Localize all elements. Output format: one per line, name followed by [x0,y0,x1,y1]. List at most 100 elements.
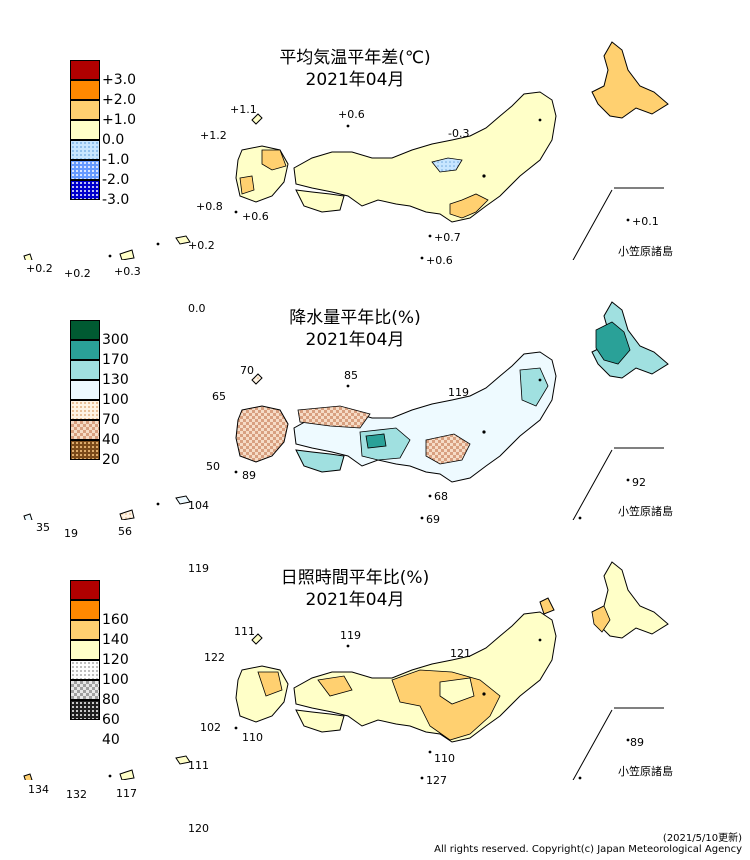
legend-swatch [70,60,100,80]
sunshine-date: 2021年04月 [305,590,405,610]
legend-tick: 60 [102,712,120,728]
legend-tick: +3.0 [102,72,136,88]
station-value: 89 [630,736,644,749]
station-value: 134 [28,783,49,796]
legend-tick: 140 [102,632,129,648]
station-value: 127 [426,774,447,787]
station-value: +1.1 [230,103,257,116]
shikoku [295,449,345,473]
legend-tick: 160 [102,612,129,628]
shikoku [295,189,345,213]
legend-swatch [70,100,100,120]
island-dots [108,118,630,260]
precipitation-map [23,301,669,520]
station-value: 119 [340,629,361,642]
precipitation-panel: 降水量平年比(%) 2021年04月 300 170 130 100 70 40… [0,260,750,540]
hokkaido [591,41,669,119]
legend-swatch [70,640,100,660]
temperature-title: 平均気温平年差(℃) [279,48,431,68]
island-dots [108,638,630,780]
station-value: 85 [344,369,358,382]
station-value: 70 [240,364,254,377]
legend-swatch [70,660,100,680]
station-value: 35 [36,521,50,534]
legend-tick: 0.0 [102,132,125,148]
copyright: All rights reserved. Copyright(c) Japan … [434,844,742,855]
legend-swatch [70,680,100,700]
station-value: 121 [450,647,471,660]
station-value: 50 [206,460,220,473]
sunshine-panel: 日照時間平年比(%) 2021年04月 160 140 120 100 80 6… [0,520,750,801]
legend-tick: 70 [102,412,120,428]
legend-swatch [70,400,100,420]
kyushu [235,405,289,463]
station-value: +0.2 [26,262,53,275]
legend-swatch [70,700,100,720]
legend-tick: 130 [102,372,129,388]
station-value: 117 [116,787,137,800]
station-value: 56 [118,525,132,538]
station-value: 120 [188,822,209,835]
station-value: 92 [632,476,646,489]
station-value: 132 [66,788,87,801]
precipitation-date: 2021年04月 [305,330,405,350]
legend-swatch [70,140,100,160]
station-value: 102 [200,721,221,734]
honshu [293,351,557,483]
station-value: 111 [234,625,255,638]
station-value: 19 [64,527,78,540]
station-value: +0.6 [338,108,365,121]
legend-swatch [70,120,100,140]
station-value: 119 [448,386,469,399]
temperature-date: 2021年04月 [305,70,405,90]
legend-swatch [70,620,100,640]
station-value: 111 [188,759,209,772]
station-value: 65 [212,390,226,403]
station-value: 122 [204,651,225,664]
legend-swatch [70,340,100,360]
legend-swatch [70,580,100,600]
ogasawara-inset-line [572,707,664,780]
station-value: 104 [188,499,209,512]
station-value: 0.0 [188,302,206,315]
station-value: +0.2 [64,267,91,280]
legend-tick: 40 [102,432,120,448]
legend-swatch [70,440,100,460]
ogasawara-label: 小笠原諸島 [618,245,673,258]
station-value: 110 [242,731,263,744]
legend-tick: 40 [102,732,120,748]
legend-tick: 20 [102,452,120,468]
legend-tick: +1.0 [102,112,136,128]
hokkaido [591,561,669,639]
legend-swatch [70,360,100,380]
station-value: +0.6 [426,254,453,267]
sunshine-map [23,561,669,780]
station-value: +0.3 [114,265,141,278]
shikoku [295,709,345,733]
legend-swatch [70,380,100,400]
ogasawara-label: 小笠原諸島 [618,505,673,518]
legend-tick: 170 [102,352,129,368]
ogasawara-inset-line [572,447,664,520]
station-value: 69 [426,513,440,526]
legend-tick: 100 [102,672,129,688]
temperature-panel: 平均気温平年差(℃) 2021年04月 +3.0 +2.0 +1.0 0.0 -… [0,0,750,280]
legend-tick: +2.0 [102,92,136,108]
legend-tick: 80 [102,692,120,708]
legend-tick: 100 [102,392,129,408]
legend-swatch [70,420,100,440]
legend-swatch [70,180,100,200]
station-value: 110 [434,752,455,765]
ogasawara-inset-line [572,187,664,260]
legend-tick: 300 [102,332,129,348]
legend-swatch [70,600,100,620]
legend-tick: -3.0 [102,192,130,208]
station-value: 119 [188,562,209,575]
sunshine-title: 日照時間平年比(%) [280,568,430,588]
temperature-map [23,41,669,260]
station-value: +1.2 [200,129,227,142]
station-value: +0.8 [196,200,223,213]
station-value: +0.2 [188,239,215,252]
station-value: -0.3 [448,127,470,140]
station-value: +0.1 [632,215,659,228]
